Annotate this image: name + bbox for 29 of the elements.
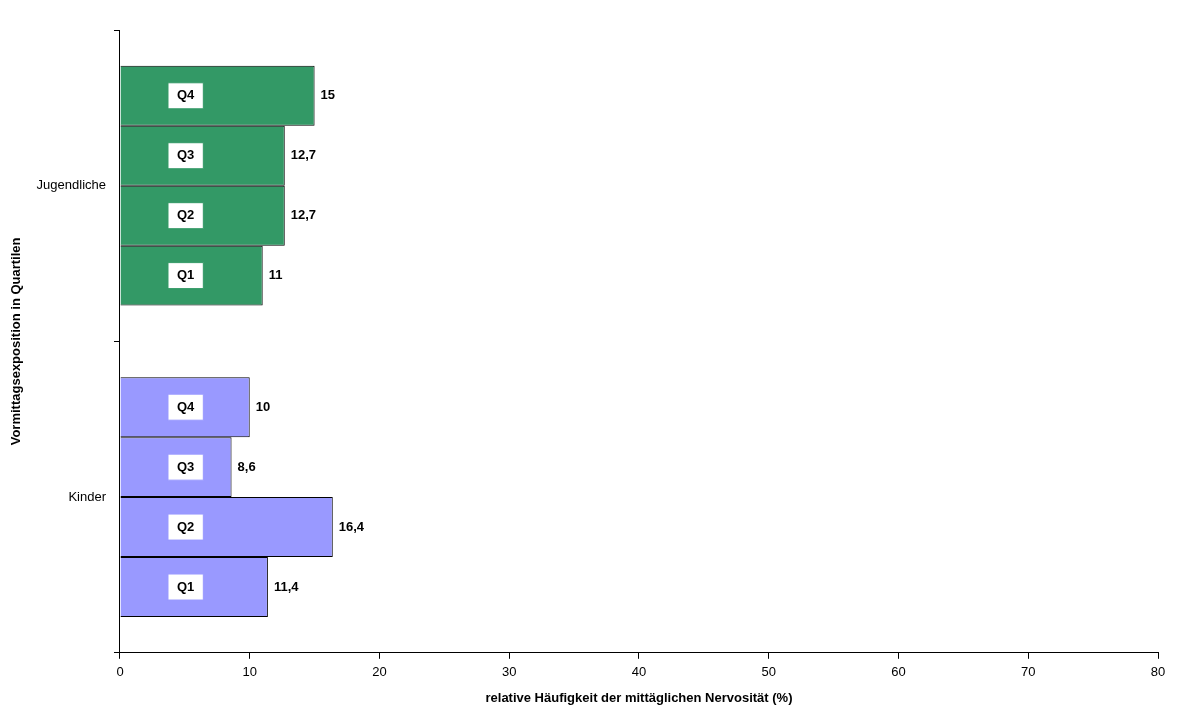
data-label: 12,7 xyxy=(290,207,317,223)
text: Q2 xyxy=(176,207,195,223)
x-tick-label: 0 xyxy=(116,664,124,680)
x-tick-label: 10 xyxy=(242,664,257,680)
series-label: Q1 xyxy=(176,267,195,283)
data-label: 12,7 xyxy=(290,147,317,163)
text: Q1 xyxy=(176,578,195,594)
data-label: 11 xyxy=(268,267,283,283)
data-label: 16,4 xyxy=(338,518,365,534)
y-tick-label: Jugendliche xyxy=(36,177,106,193)
x-tick-label: 20 xyxy=(372,664,387,680)
x-tick-label: 70 xyxy=(1021,664,1036,680)
x-tick-label: 80 xyxy=(1150,664,1166,680)
series-label: Q4 xyxy=(176,87,196,103)
x-tick-label: 50 xyxy=(761,664,776,680)
x-tick-label: 60 xyxy=(891,664,906,680)
y-axis-title: Vormittagsexposition in Quartilen xyxy=(8,237,24,446)
x-tick-label: 30 xyxy=(502,664,517,680)
data-label: 15 xyxy=(320,87,336,103)
series-label: Q3 xyxy=(176,458,195,474)
x-tick-label: 40 xyxy=(631,664,647,680)
y-tick-label: Kinder xyxy=(68,488,107,504)
series-label: Q2 xyxy=(176,518,195,534)
text: Q4 xyxy=(176,398,195,414)
data-label: 8,6 xyxy=(237,458,256,474)
data-label: 10 xyxy=(255,398,271,414)
x-axis-title: relative Häufigkeit der mittäglichen Nervosität (%) xyxy=(485,689,793,705)
data-label: 11,4 xyxy=(273,578,300,594)
text: Q3 xyxy=(176,147,195,163)
